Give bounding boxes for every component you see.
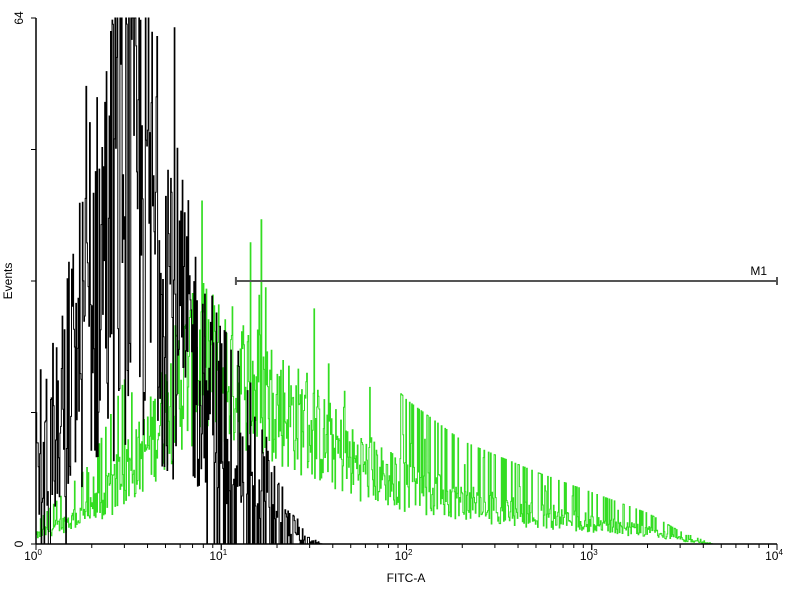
y-axis-label: Events — [1, 263, 15, 300]
y-tick-label-0: 0 — [12, 540, 26, 547]
x-tick-label: 100 — [24, 548, 42, 563]
m1-gate-label: M1 — [750, 264, 767, 278]
axis-ticks — [31, 17, 778, 550]
x-tick-labels: 100 101 102 103 104 — [24, 548, 783, 563]
x-tick-label: 104 — [765, 548, 783, 563]
y-tick-label-64: 64 — [12, 11, 26, 25]
x-tick-label: 101 — [209, 548, 227, 563]
x-tick-label: 102 — [395, 548, 413, 563]
m1-gate-marker[interactable]: M1 — [234, 264, 778, 285]
x-axis-label: FITC-A — [387, 571, 426, 585]
fitc-histogram-series — [35, 200, 777, 545]
x-tick-label: 103 — [580, 548, 598, 563]
